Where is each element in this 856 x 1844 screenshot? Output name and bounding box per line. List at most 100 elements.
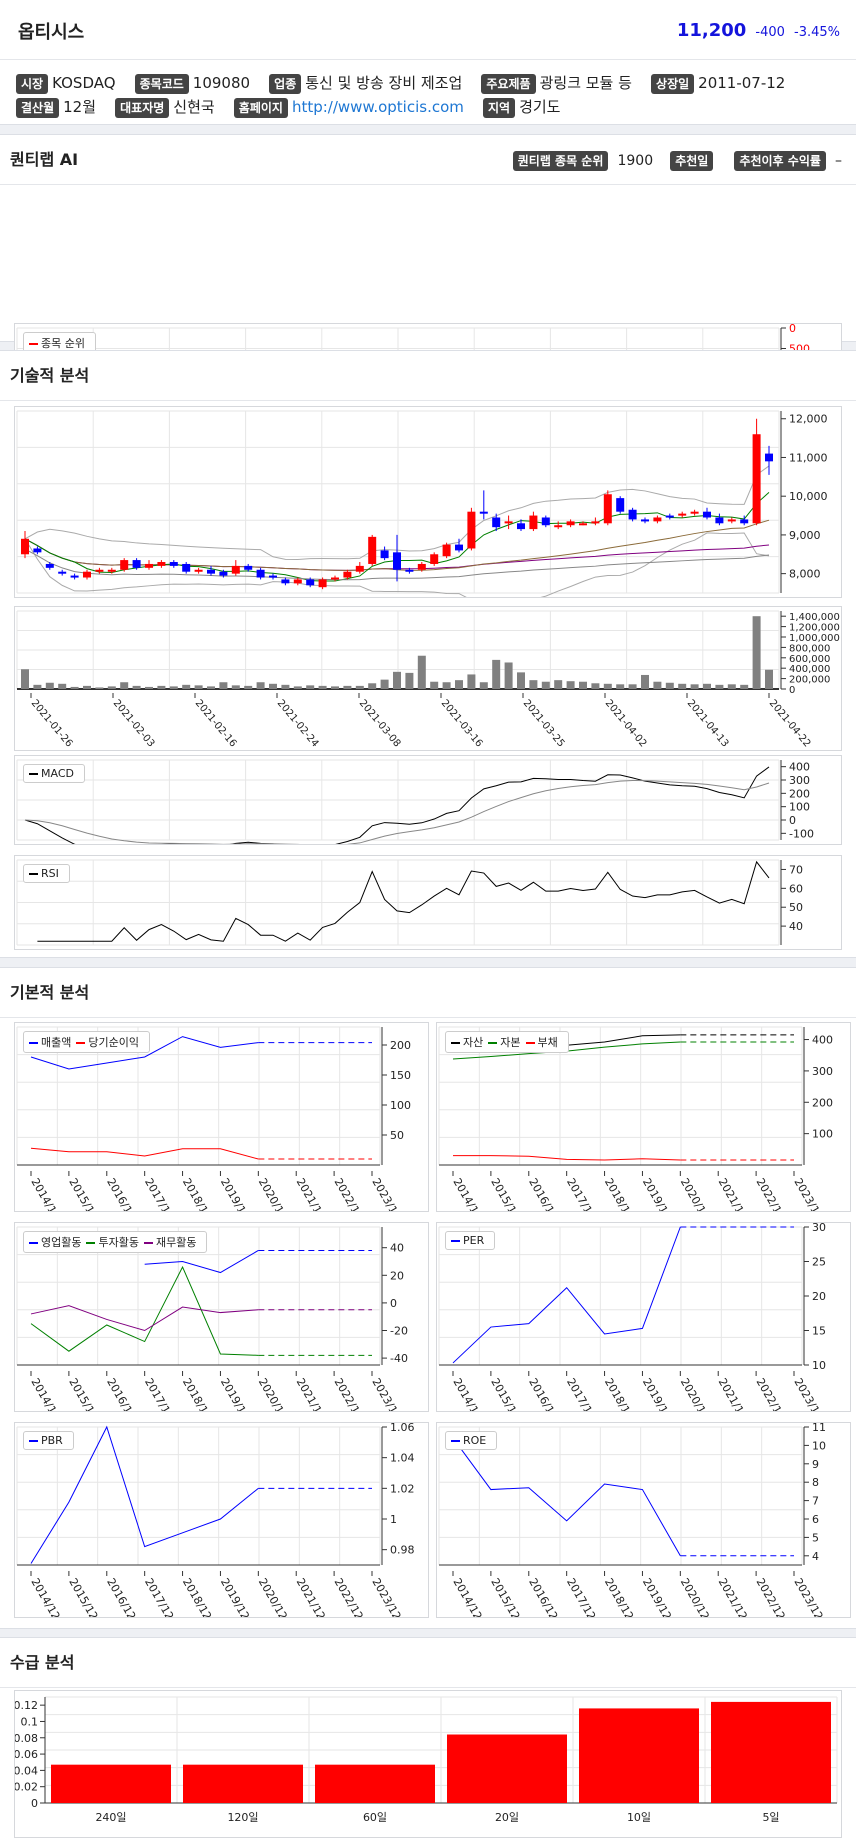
x-tick-label: 2016/12 — [526, 1376, 560, 1411]
candle-body — [566, 521, 575, 526]
x-tick-label: 2019/12 — [218, 1576, 252, 1617]
x-tick-label: 2014/12 — [450, 1376, 484, 1411]
x-tick-label: 5일 — [762, 1810, 779, 1824]
candle-body — [157, 562, 166, 566]
x-tick-label: 2018/12 — [602, 1376, 636, 1411]
legend-item: 부채 — [525, 1036, 558, 1049]
x-tick-label: 2015/12 — [66, 1576, 100, 1617]
volume-bar — [318, 685, 327, 689]
y-tick-label: 10 — [812, 1439, 826, 1452]
volume-bar — [566, 681, 575, 689]
legend-label: 종목 순위 — [41, 337, 85, 350]
candle-body — [231, 565, 240, 574]
x-tick-label: 2021/12 — [294, 1376, 328, 1411]
y-tick-label: 15 — [812, 1325, 826, 1338]
cashflow-chart: -40 -20 0 20 40 2014/12 2015/12 2016/12 2017/12 2… — [14, 1222, 429, 1412]
legend-label: 자산 — [463, 1036, 484, 1049]
pbr-chart: 0.98 1 1.02 1.04 1.06 2014/12 2015/12 2016/12 20… — [14, 1422, 429, 1618]
candle-body — [293, 579, 302, 584]
x-tick-label: 2019/12 — [640, 1376, 674, 1411]
x-tick-label: 2015/12 — [488, 1576, 522, 1617]
x-tick-label: 2019/12 — [218, 1376, 252, 1411]
y-tick-label: 10 — [812, 1359, 826, 1372]
x-tick-label: 2015/12 — [66, 1176, 100, 1211]
y-tick-label: 8,000 — [789, 568, 821, 581]
volume-bar — [529, 680, 538, 689]
legend-swatch — [29, 773, 38, 775]
y-tick-label: 1 — [390, 1513, 397, 1526]
candle-body — [690, 511, 699, 514]
y-tick-label: 1.02 — [390, 1482, 415, 1495]
candle-body — [380, 550, 389, 559]
candle-body — [653, 517, 662, 522]
series-line — [452, 1226, 681, 1364]
industry-tag: 업종 — [269, 74, 302, 94]
candle-body — [554, 525, 563, 528]
volume-bar — [58, 683, 67, 689]
volume-bar — [256, 682, 265, 689]
price-change-pct: -3.45% — [794, 25, 840, 40]
candle-body — [752, 434, 761, 524]
technical-header: 기술적 분석 — [0, 351, 856, 401]
volume-bar — [430, 681, 439, 689]
x-tick-label: 2019/12 — [218, 1176, 252, 1211]
volume-bar — [132, 685, 141, 689]
chart-svg: 0200,000400,000600,000800,0001,000,0001,… — [16, 610, 840, 749]
x-tick-label: 2015/12 — [66, 1376, 100, 1411]
volume-bar — [21, 669, 29, 689]
series-line — [30, 1036, 259, 1070]
supply-chart: 0 0.02 0.04 0.06 0.08 0.1 0.12 240일 120일 60일 20일 10… — [14, 1690, 842, 1838]
legend-label: ROE — [463, 1434, 487, 1447]
candle-body — [665, 515, 674, 518]
volume-bar — [343, 685, 352, 689]
volume-bar — [690, 684, 699, 689]
x-tick-label: 2020/12 — [678, 1176, 712, 1211]
x-tick-label: 60일 — [363, 1810, 387, 1824]
volume-bar — [169, 686, 178, 689]
x-tick-label: 2020/12 — [256, 1376, 290, 1411]
legend-swatch — [451, 1042, 460, 1044]
return-value: – — [835, 153, 842, 169]
candle-body — [467, 511, 476, 549]
supply-bar — [51, 1764, 171, 1803]
volume-bar — [157, 685, 166, 689]
x-tick-label: 2020/12 — [678, 1576, 712, 1617]
price-change: -400 — [755, 25, 785, 40]
y-tick-label: 30 — [812, 1223, 826, 1234]
candle-body — [703, 511, 711, 518]
candle-body — [45, 563, 54, 568]
x-tick-label: 2017/12 — [142, 1176, 176, 1211]
quantilab-header: 퀀티랩 AI 퀀티랩 종목 순위 1900 추천일 추천이후 수익률 – — [0, 135, 856, 185]
series-line — [452, 1437, 681, 1557]
x-tick-label: 2017/12 — [142, 1376, 176, 1411]
legend-swatch — [86, 1242, 96, 1244]
x-tick-label: 2020/12 — [678, 1376, 712, 1411]
legend-label: 매출액 — [41, 1036, 72, 1049]
homepage-link[interactable]: http://www.opticis.com — [291, 98, 464, 116]
legend-item: PER — [451, 1234, 484, 1247]
volume-bar — [517, 672, 525, 689]
volume-bar — [281, 684, 290, 689]
return-tag: 추천이후 수익률 — [734, 151, 826, 171]
y-tick-label: 300 — [789, 774, 810, 787]
y-tick-label: 100 — [390, 1099, 411, 1112]
y-tick-label: 40 — [789, 920, 803, 933]
volume-bar — [504, 662, 513, 689]
legend-label: 당기순이익 — [88, 1036, 139, 1049]
x-tick-label: 2023/12 — [791, 1176, 825, 1211]
fiscal-month-value: 12월 — [63, 98, 97, 116]
candle-body — [492, 517, 501, 528]
x-tick-label: 2021/12 — [716, 1376, 750, 1411]
volume-bar — [145, 686, 153, 689]
candle-body — [417, 563, 426, 570]
series-line — [30, 1425, 259, 1564]
x-tick-label: 2017/12 — [564, 1376, 598, 1411]
supply-bar — [447, 1734, 567, 1803]
ceo-value: 신현국 — [173, 98, 215, 116]
quantilab-card: 퀀티랩 AI 퀀티랩 종목 순위 1900 추천일 추천이후 수익률 – 0 50… — [0, 134, 856, 471]
x-tick-label: 2017/12 — [564, 1576, 598, 1617]
